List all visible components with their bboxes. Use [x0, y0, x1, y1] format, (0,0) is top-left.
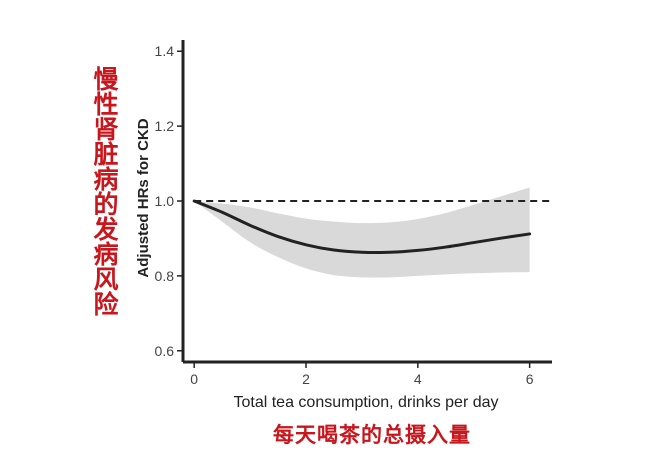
y-axis-annotation-cn: 慢性肾脏病的发病风险 — [90, 66, 119, 316]
x-tick-label: 4 — [414, 371, 422, 387]
hr-curve — [192, 199, 532, 255]
x-tick-label: 0 — [190, 371, 198, 387]
y-tick-label: 1.0 — [155, 193, 175, 209]
x-tick-label: 6 — [526, 371, 534, 387]
y-axis-label: Adjusted HRs for CKD — [135, 118, 152, 277]
x-axis-annotation-cn: 每天喝茶的总摄入量 — [273, 423, 471, 447]
y-tick-label: 1.4 — [155, 43, 175, 59]
x-axis-label: Total tea consumption, drinks per day — [233, 394, 498, 411]
x-tick-label: 2 — [302, 371, 310, 387]
y-tick-label: 0.8 — [155, 268, 175, 284]
confidence-band — [194, 187, 530, 278]
y-tick-label: 0.6 — [155, 343, 175, 359]
y-tick-label: 1.2 — [155, 118, 175, 134]
